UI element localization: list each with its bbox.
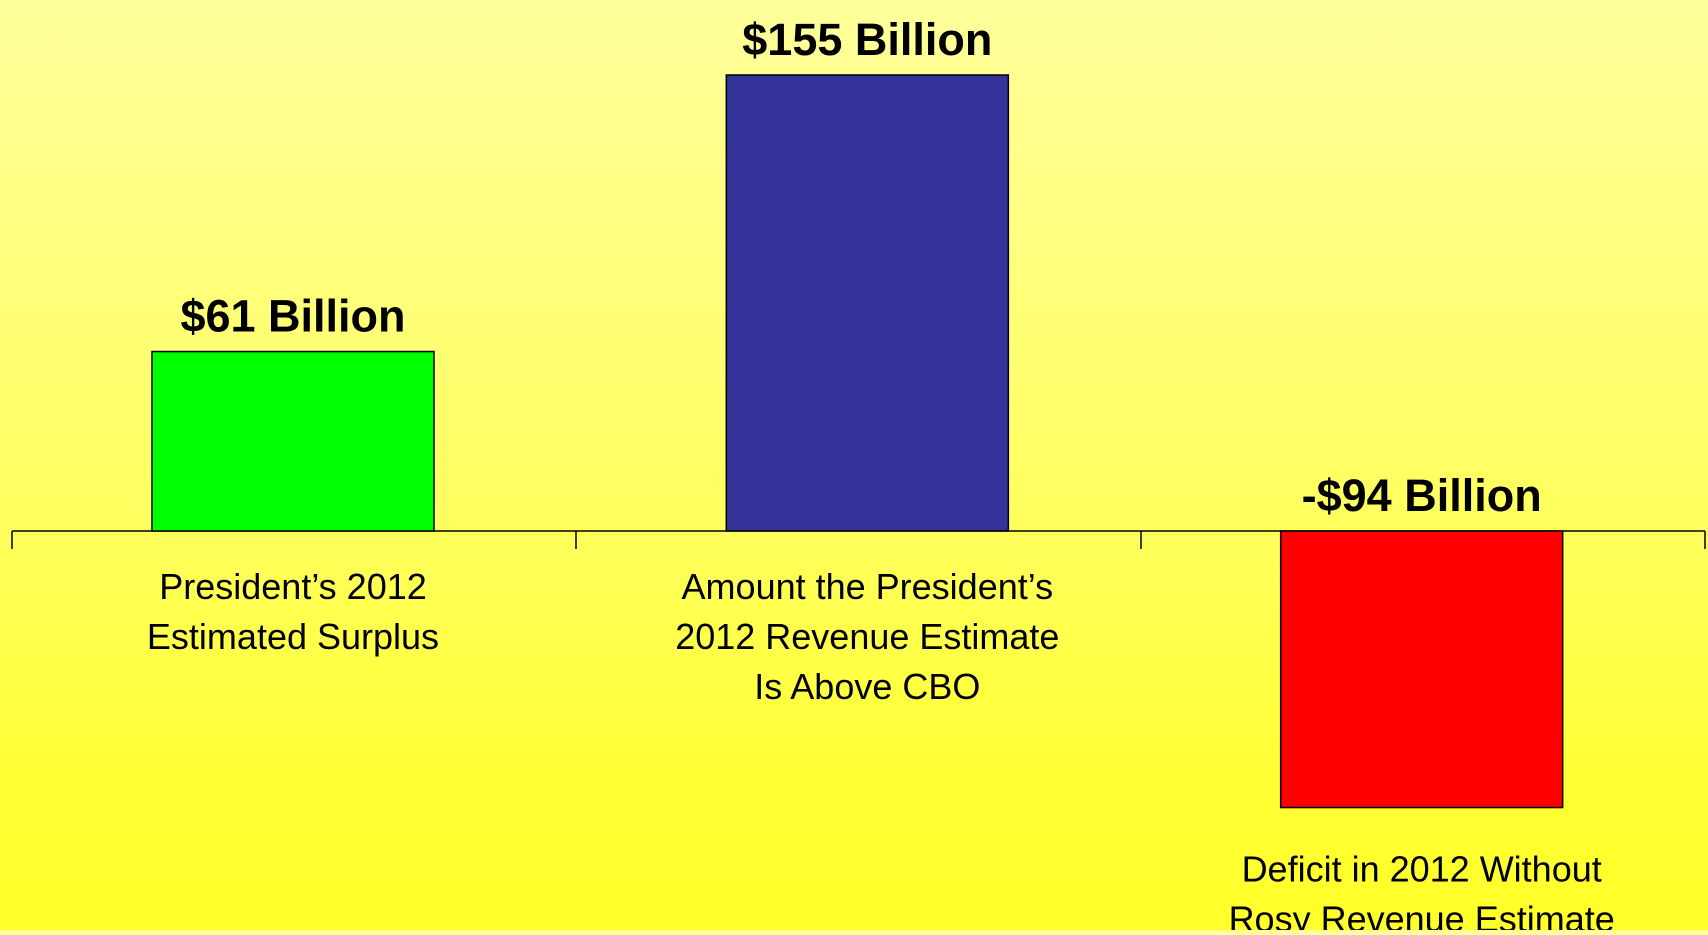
bar-1 [151,350,435,532]
category-label-line: 2012 Revenue Estimate [675,616,1059,657]
category-label-line: Amount the President’s [682,566,1054,607]
category-label-line: Estimated Surplus [147,616,439,657]
category-label-line: Deficit in 2012 Without [1242,849,1602,890]
category-label-line: Is Above CBO [754,666,980,707]
category-label: Deficit in 2012 Without Rosy Revenue Esti… [1229,849,1615,930]
value-label: $61 Billion [180,291,405,342]
category-label-line: President’s 2012 [159,566,427,607]
value-label: -$94 Billion [1302,470,1542,521]
bar-2 [725,74,1010,532]
bar-3 [1279,530,1564,809]
value-label: $155 Billion [742,14,992,65]
category-label: President’s 2012 Estimated Surplus [147,566,439,657]
category-label-line: Rosy Revenue Estimate [1229,899,1615,930]
category-label: Amount the President’s 2012 Revenue Estim… [675,566,1059,707]
